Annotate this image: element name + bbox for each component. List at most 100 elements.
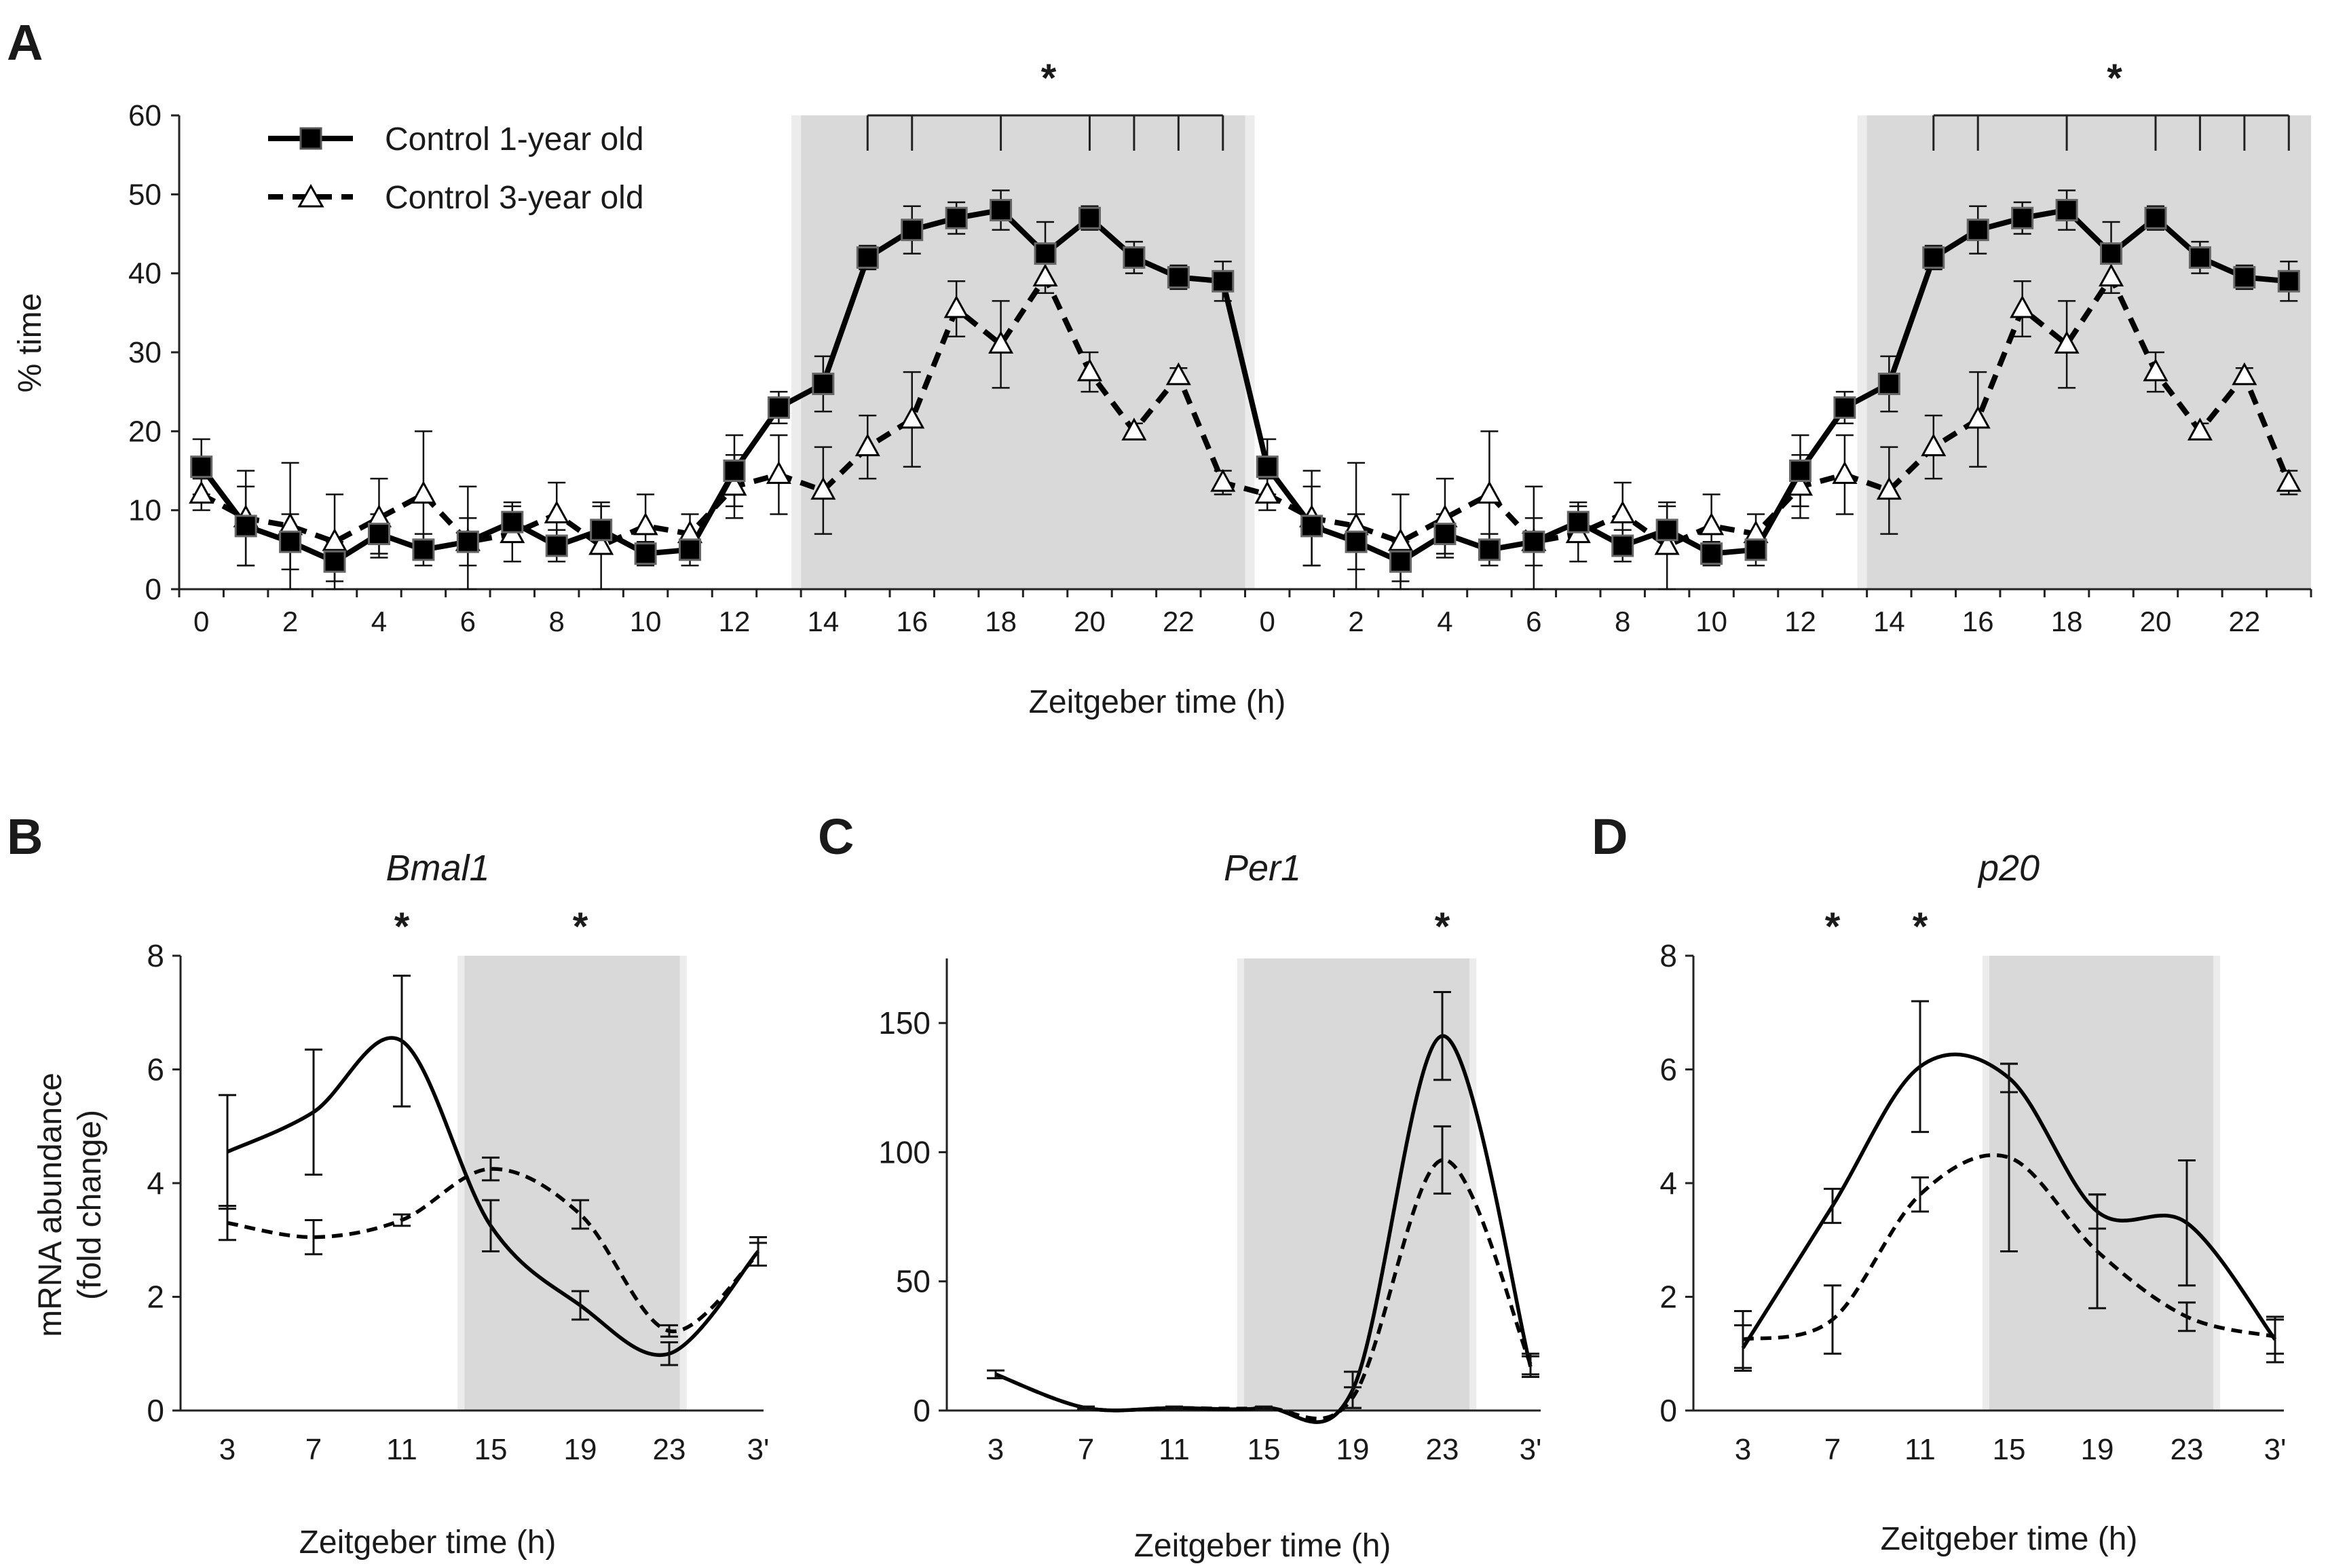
x-tick-label: 6 (460, 605, 476, 637)
x-tick-label: 2 (1348, 605, 1364, 637)
data-point-square (1788, 460, 1811, 482)
data-point-square (367, 523, 390, 546)
data-point-square (1478, 538, 1501, 561)
data-point-triangle (1832, 461, 1858, 484)
significance-star: * (573, 905, 588, 949)
data-point-triangle (1476, 481, 1502, 504)
x-tick-label: 18 (2051, 605, 2083, 637)
data-point-square (1123, 246, 1146, 269)
panel-a-chart: 0 10 20 30 40 50 60 0 2 4 6 8 10 12 14 16 18 20 22 0 2 4 6 8 10 1… (128, 56, 2312, 637)
x-tick-label: 23 (1426, 1433, 1459, 1466)
data-point-triangle (943, 295, 969, 318)
data-point-triangle (189, 481, 214, 504)
dark-period-shading (1243, 958, 1470, 1411)
data-point-triangle (1965, 405, 1991, 429)
panel-a-xlabel: Zeitgeber time (h) (1029, 684, 1286, 720)
data-point-square (723, 460, 746, 482)
x-tick-label: 7 (305, 1433, 322, 1466)
panel-c-xlabel: Zeitgeber time (h) (1134, 1528, 1391, 1564)
data-point-square (812, 373, 835, 396)
data-point-triangle (411, 481, 436, 504)
data-point-square (2011, 206, 2034, 229)
y-tick-label: 0 (147, 1393, 164, 1428)
series-line (995, 1158, 1533, 1421)
data-point-triangle (1787, 472, 1814, 496)
x-tick-label: 14 (807, 605, 839, 637)
data-point-square (2233, 265, 2256, 288)
panel-d-title: p20 (1977, 848, 2040, 889)
y-tick-label: 10 (128, 494, 162, 527)
x-tick-label: 19 (564, 1433, 597, 1466)
data-point-triangle (544, 500, 569, 523)
data-point-square (1034, 242, 1057, 265)
data-point-square (945, 206, 968, 229)
y-tick-label: 0 (913, 1393, 931, 1428)
data-point-triangle (1076, 358, 1103, 381)
x-tick-label: 3' (2264, 1433, 2287, 1466)
x-tick-label: 4 (371, 605, 387, 637)
significance-star: * (1913, 905, 1928, 949)
y-tick-label: 100 (878, 1134, 931, 1170)
x-tick-label: 0 (1260, 605, 1275, 637)
x-tick-label: 11 (1904, 1433, 1936, 1466)
dark-period-fade-left (1237, 958, 1244, 1411)
x-tick-label: 3 (1735, 1433, 1751, 1466)
dark-period-fade-right (1245, 115, 1255, 589)
data-point-triangle (588, 531, 614, 555)
x-tick-label: 14 (1873, 605, 1905, 637)
x-tick-label: 11 (386, 1433, 417, 1466)
panel-b-title: Bmal1 (386, 848, 489, 889)
data-point-square (1256, 455, 1279, 479)
x-tick-label: 23 (2171, 1433, 2204, 1466)
panel-d-chart: 0 2 4 6 8 3 7 11 15 19 23 3' * * (1659, 905, 2286, 1466)
data-point-triangle (1210, 468, 1236, 492)
x-tick-label: 16 (1962, 605, 1994, 637)
x-tick-label: 15 (1993, 1433, 2026, 1466)
significance-star: * (1825, 905, 1841, 949)
data-point-triangle (1387, 528, 1414, 551)
x-tick-label: 8 (549, 605, 565, 637)
x-tick-label: 22 (2228, 605, 2260, 637)
dark-period-shading (801, 115, 1245, 589)
data-point-square (990, 199, 1013, 222)
x-tick-label: 4 (1437, 605, 1452, 637)
panel-b-xlabel: Zeitgeber time (h) (299, 1525, 557, 1561)
y-tick-label: 60 (128, 99, 162, 132)
y-tick-label: 50 (128, 178, 162, 211)
data-point-square (1655, 519, 1678, 542)
y-tick-label: 30 (128, 336, 162, 369)
y-tick-label: 6 (1659, 1052, 1677, 1087)
x-tick-label: 15 (474, 1433, 508, 1466)
data-point-square (2055, 199, 2078, 222)
significance-star: * (2107, 56, 2122, 100)
y-tick-label: 150 (878, 1005, 931, 1041)
dark-period-fade-left (457, 956, 465, 1411)
data-point-triangle (1165, 362, 1191, 386)
data-point-square (190, 455, 213, 479)
data-point-square (767, 396, 790, 419)
data-point-triangle (2054, 331, 2080, 354)
x-tick-label: 3 (219, 1433, 236, 1466)
panel-letter-c: C (818, 808, 854, 865)
x-tick-label: 20 (2140, 605, 2172, 637)
data-point-square (545, 534, 568, 557)
panel-c-chart: 0 50 100 150 3 7 11 15 19 23 3' * (878, 905, 1541, 1466)
data-point-triangle (1121, 417, 1147, 441)
x-tick-label: 22 (1163, 605, 1195, 637)
legend-label-3yr: Control 3-year old (385, 180, 644, 216)
significance-star: * (1435, 905, 1450, 949)
panel-b-chart: 0 2 4 6 8 3 7 11 15 19 23 3' * * (147, 905, 769, 1466)
x-tick-label: 18 (985, 605, 1017, 637)
panel-letter-b: B (7, 808, 43, 865)
x-tick-label: 12 (719, 605, 751, 637)
y-tick-label: 2 (1659, 1280, 1677, 1315)
panel-letter-a: A (7, 14, 43, 71)
legend-marker-1yr (299, 127, 322, 150)
dark-period-fade-left (1983, 956, 1989, 1411)
data-point-square (1345, 530, 1368, 553)
data-point-triangle (1921, 433, 1947, 457)
data-point-triangle (810, 477, 836, 500)
data-point-square (412, 538, 435, 561)
data-point-square (2144, 206, 2167, 229)
